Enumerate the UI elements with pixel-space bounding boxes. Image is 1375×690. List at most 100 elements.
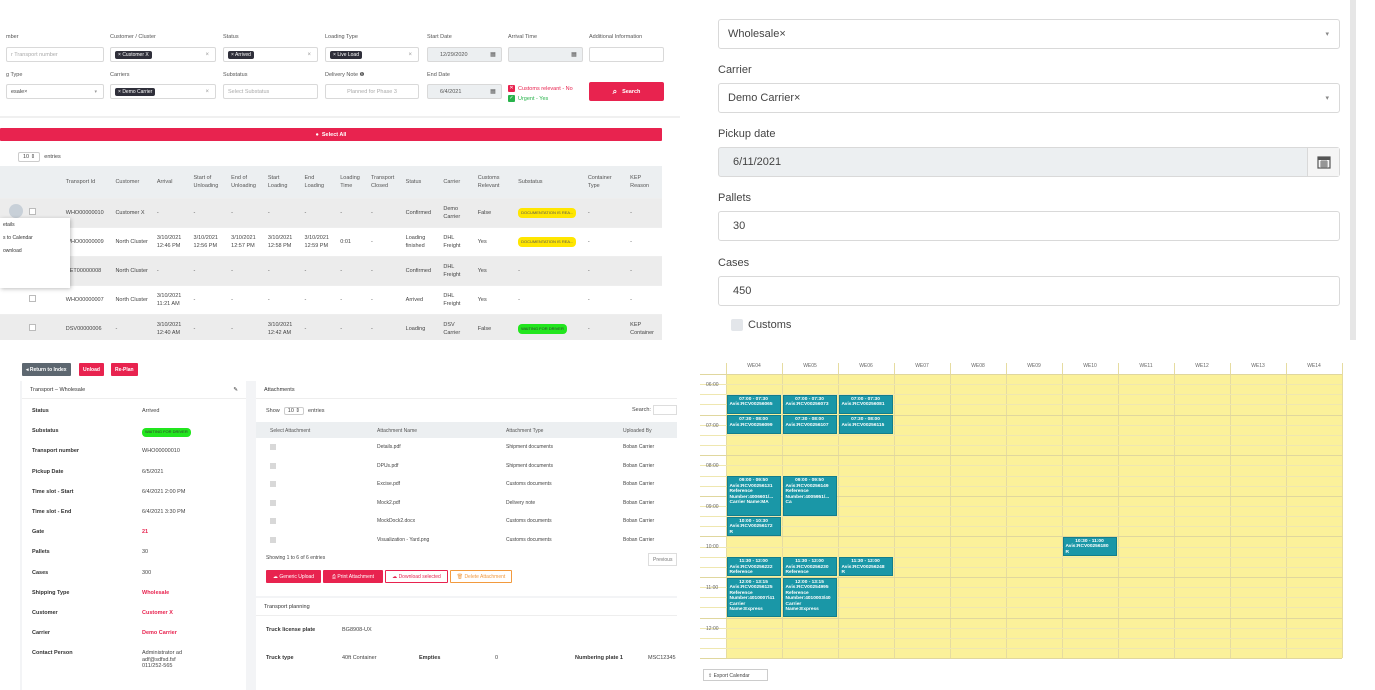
- col-select-attachment[interactable]: Select Attachment: [270, 428, 311, 434]
- export-calendar-button[interactable]: ⇪ Export Calendar: [703, 669, 768, 681]
- calendar-event[interactable]: 12:00 - 13:15 Avis:RCV00254995 Reference …: [782, 577, 837, 618]
- attachment-name[interactable]: Excise.pdf: [377, 481, 401, 488]
- cell-transport-id[interactable]: WHO00000007: [62, 284, 113, 314]
- print-attachment-button[interactable]: ⎙ Print Attachment: [323, 570, 383, 583]
- table-row[interactable]: WHO00000010 Customer X - - - - - - - Con…: [0, 197, 662, 227]
- clear-icon[interactable]: ×: [408, 51, 412, 58]
- attachments-length-select[interactable]: 10 ⇕: [283, 407, 305, 415]
- col-container-type[interactable]: Container Type: [584, 166, 628, 198]
- attachment-row[interactable]: Visualization - Yard.png Customs document…: [256, 531, 676, 550]
- customer-tag[interactable]: × Customer X: [115, 50, 152, 59]
- attachment-name[interactable]: Details.pdf: [377, 444, 401, 450]
- col-start-loading[interactable]: Start Loading: [264, 166, 302, 198]
- customs-checkbox[interactable]: Customs: [731, 319, 791, 331]
- attachment-checkbox[interactable]: [270, 499, 276, 506]
- table-row[interactable]: WHO00000009 North Cluster 3/10/2021 12:4…: [0, 226, 662, 256]
- transport-number-input[interactable]: r Transport number: [6, 47, 104, 62]
- attachment-row[interactable]: Mock2.pdf Delivery note Boban Carrier: [256, 494, 676, 513]
- clear-icon[interactable]: ×: [307, 51, 311, 58]
- table-row[interactable]: RET00000008 North Cluster - - - - - - - …: [0, 255, 662, 285]
- status-select[interactable]: × Arrived ×: [223, 47, 318, 62]
- clear-icon[interactable]: ×: [205, 51, 209, 58]
- scrollbar[interactable]: [1350, 0, 1356, 340]
- shipping-type-select[interactable]: esale× ▾: [6, 84, 104, 99]
- loading-type-select[interactable]: × Live Load ×: [325, 47, 419, 62]
- cell-transport-id[interactable]: DSV00000006: [62, 313, 113, 340]
- pickup-date-input[interactable]: 6/11/2021: [718, 147, 1340, 177]
- calendar-event[interactable]: 11:30 - 12:00 Avis:RCV00256222 Reference: [726, 557, 781, 577]
- col-transport-id[interactable]: Transport Id: [62, 166, 113, 198]
- end-date-input[interactable]: 6/4/2021 ▦: [427, 84, 502, 99]
- calendar-event[interactable]: 12:00 - 13:15 Avis:RCV00256125 Reference …: [726, 577, 781, 618]
- calendar-icon[interactable]: ▦: [490, 52, 496, 58]
- menu-item-add-to-calendar[interactable]: s to Calendar: [3, 235, 33, 241]
- col-carrier[interactable]: Carrier: [440, 166, 475, 198]
- calendar-event[interactable]: 11:30 - 12:00 Avis:RCV00256248 R: [838, 557, 893, 577]
- col-arrival[interactable]: Arrival: [153, 166, 191, 198]
- attachment-name[interactable]: Mock2.pdf: [377, 499, 401, 506]
- attachment-checkbox[interactable]: [270, 481, 276, 488]
- row-actions-toggle[interactable]: [9, 204, 23, 218]
- col-end-loading[interactable]: End Loading: [301, 166, 338, 198]
- entries-select[interactable]: 10 ⇕: [18, 152, 41, 162]
- attachment-row[interactable]: Details.pdf Shipment documents Boban Carri…: [256, 438, 676, 457]
- col-kep-reason[interactable]: KEP Reason: [627, 166, 662, 198]
- calendar-event[interactable]: 11:30 - 12:00 Avis:RCV00256230 Reference: [782, 557, 837, 577]
- clear-icon[interactable]: ×: [205, 88, 209, 95]
- attachment-row[interactable]: DPUs.pdf Shipment documents Boban Carrier: [256, 457, 676, 476]
- status-tag[interactable]: × Arrived: [228, 50, 254, 59]
- start-date-input[interactable]: 12/29/2020 ▦: [427, 47, 502, 62]
- calendar-event[interactable]: 10:30 - 11:00 Avis:RCV00256180 R: [1062, 536, 1117, 557]
- attachment-row[interactable]: Excise.pdf Customs documents Boban Carrier: [256, 475, 676, 494]
- select-all-button[interactable]: ● Select All: [0, 128, 662, 141]
- col-uploaded-by[interactable]: Uploaded By: [623, 428, 652, 434]
- attachment-name[interactable]: DPUs.pdf: [377, 462, 399, 469]
- delete-attachment-button[interactable]: 🗑 Delete Attachment: [450, 570, 512, 583]
- calendar-event[interactable]: 09:00 - 09:50 Avis:RCV00256131 Reference …: [726, 476, 781, 516]
- carriers-select[interactable]: × Demo Carrier ×: [110, 84, 216, 99]
- unload-button[interactable]: Unload: [79, 363, 104, 376]
- col-transport-closed[interactable]: Transport Closed: [367, 166, 403, 198]
- cell-transport-id[interactable]: RET00000008: [62, 255, 113, 285]
- urgent-toggle[interactable]: ✓ Urgent - Yes: [508, 95, 549, 102]
- calendar-event[interactable]: 07:30 - 08:00 Avis:RCV00256115: [838, 415, 893, 435]
- col-status[interactable]: Status: [402, 166, 441, 198]
- checkbox-box[interactable]: [731, 319, 743, 331]
- row-checkbox[interactable]: [29, 294, 36, 302]
- col-attachment-type[interactable]: Attachment Type: [506, 428, 544, 434]
- download-selected-button[interactable]: ☁ Download selected: [385, 570, 448, 583]
- customs-relevant-toggle[interactable]: ✕ Customs relevant - No: [508, 85, 573, 92]
- col-start-unloading[interactable]: Start of Unloading: [190, 166, 229, 198]
- cell-transport-id[interactable]: WHO00000009: [62, 226, 113, 256]
- loading-type-tag[interactable]: × Live Load: [330, 50, 362, 59]
- calendar-icon[interactable]: [1307, 148, 1339, 176]
- col-substatus[interactable]: Substatus: [515, 166, 585, 198]
- additional-info-input[interactable]: [589, 47, 664, 62]
- attachment-checkbox[interactable]: [270, 444, 276, 450]
- row-checkbox[interactable]: [29, 323, 36, 331]
- shipping-type-select[interactable]: Wholesale× ▾: [718, 19, 1340, 49]
- customer-select[interactable]: × Customer X ×: [110, 47, 216, 62]
- search-button[interactable]: ⌕ Search: [589, 82, 664, 101]
- carrier-select[interactable]: Demo Carrier× ▾: [718, 83, 1340, 113]
- calendar-event[interactable]: 10:00 - 10:30 Avis:RCV00256172 R: [726, 516, 781, 536]
- attachment-checkbox[interactable]: [270, 518, 276, 525]
- previous-page-button[interactable]: Previous: [648, 553, 677, 566]
- calendar-icon[interactable]: ▦: [571, 52, 577, 58]
- calendar-event[interactable]: 07:00 - 07:30 Avis:RCV00256081: [838, 394, 893, 415]
- calendar-event[interactable]: 07:00 - 07:30 Avis:RCV00256065: [726, 394, 781, 415]
- edit-icon[interactable]: ✎: [233, 387, 238, 393]
- menu-item-download[interactable]: ownload: [3, 248, 22, 254]
- delivery-note-input[interactable]: Planned for Phase 3: [325, 84, 419, 99]
- table-row[interactable]: DSV00000006 - 3/10/2021 12:40 AM - - 3/1…: [0, 313, 662, 340]
- calendar-event[interactable]: 07:30 - 08:00 Avis:RCV00256107: [782, 415, 837, 435]
- pallets-input[interactable]: 30: [718, 211, 1340, 241]
- calendar-event[interactable]: 09:00 - 09:50 Avis:RCV00256149 Reference …: [782, 476, 837, 516]
- cases-input[interactable]: 450: [718, 276, 1340, 306]
- attachments-search-input[interactable]: [653, 405, 677, 415]
- return-to-index-button[interactable]: ◂ Return to Index: [22, 363, 71, 376]
- calendar-event[interactable]: 07:00 - 07:30 Avis:RCV00256073: [782, 394, 837, 415]
- arrival-time-input[interactable]: ▦: [508, 47, 583, 62]
- replan-button[interactable]: Re-Plan: [111, 363, 138, 376]
- attachment-name[interactable]: MockDock2.docx: [377, 518, 416, 525]
